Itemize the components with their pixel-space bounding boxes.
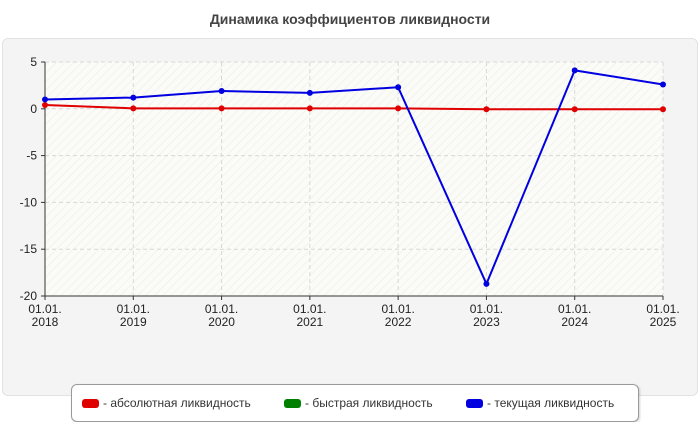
series-line-0 bbox=[44, 104, 663, 111]
data-point bbox=[306, 89, 313, 96]
x-tick-label: 01.01. 2024 bbox=[558, 302, 591, 329]
data-point bbox=[483, 106, 490, 113]
x-tick-label: 01.01. 2019 bbox=[117, 302, 150, 329]
x-tick-label: 01.01. 2025 bbox=[646, 302, 679, 329]
data-point bbox=[218, 88, 225, 95]
data-point bbox=[395, 105, 402, 112]
series-line-2 bbox=[44, 69, 664, 285]
chart-title: Динамика коэффициентов ликвидности bbox=[209, 11, 491, 27]
x-tick-label: 01.01. 2021 bbox=[293, 302, 326, 329]
chart-legend: - абсолютная ликвидность - быстрая ликвид… bbox=[71, 384, 639, 422]
data-point bbox=[395, 84, 402, 91]
y-tick-label: 5 bbox=[30, 55, 37, 69]
data-point bbox=[42, 96, 48, 103]
x-tick-label: 01.01. 2022 bbox=[381, 302, 414, 329]
chart-panel: 5 0 -5 -10 -15 -20 01.01. 2018 01.01. 2019 01.01. 2… bbox=[2, 38, 698, 422]
data-point bbox=[660, 106, 666, 113]
legend-label: - текущая ликвидность bbox=[487, 396, 615, 410]
y-tick-label: -5 bbox=[26, 149, 37, 163]
data-point bbox=[660, 81, 666, 88]
y-tick-label: -10 bbox=[20, 195, 38, 209]
legend-item: - текущая ликвидность bbox=[466, 385, 614, 421]
plot-area bbox=[45, 62, 663, 296]
legend-label: - быстрая ликвидность bbox=[305, 396, 433, 410]
legend-item: - быстрая ликвидность bbox=[284, 385, 433, 421]
data-point bbox=[130, 105, 137, 112]
data-point bbox=[483, 280, 490, 287]
x-tick-label: 01.01. 2023 bbox=[470, 302, 503, 329]
y-tick-label: -15 bbox=[20, 242, 38, 256]
x-tick-label: 01.01. 2020 bbox=[205, 302, 238, 329]
data-point bbox=[218, 105, 225, 112]
data-point bbox=[42, 102, 48, 109]
x-tick-label: 01.01. 2018 bbox=[28, 302, 61, 329]
data-point bbox=[130, 94, 137, 101]
data-point bbox=[306, 105, 313, 112]
data-point bbox=[571, 106, 578, 113]
y-tick-label: -20 bbox=[20, 289, 38, 303]
legend-item: - абсолютная ликвидность bbox=[82, 385, 251, 421]
legend-label: - абсолютная ликвидность bbox=[103, 396, 251, 410]
data-point bbox=[571, 67, 578, 74]
y-tick-label: 0 bbox=[30, 102, 37, 116]
